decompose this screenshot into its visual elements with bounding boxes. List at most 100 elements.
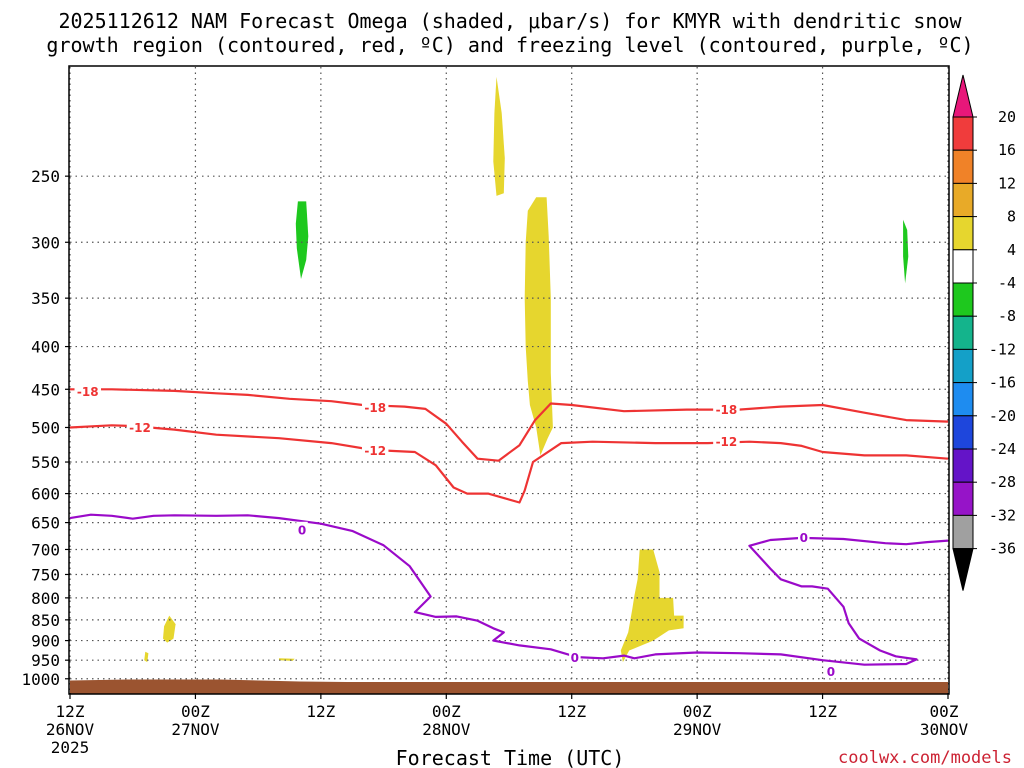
colorbar-swatch: [952, 249, 974, 284]
colorbar-label: 8: [1007, 208, 1016, 226]
y-axis: 250 300 350 400 450 500 550 600 650 700 750 800 850 9…: [21, 167, 70, 689]
x-axis-label: Forecast Time (UTC): [396, 746, 625, 768]
contour-label-bg: [74, 383, 102, 399]
contour-label: -18: [364, 401, 386, 415]
colorbar-label: -16: [989, 374, 1016, 392]
colorbar-label: -8: [998, 307, 1016, 325]
colorbar-label: -36: [989, 540, 1016, 558]
colorbar-swatch: [952, 282, 974, 317]
contour-label-bg: [361, 442, 389, 458]
y-tick-label: 1000: [21, 670, 60, 689]
ground-terrain-top: [69, 679, 949, 690]
y-tick-label: 350: [31, 289, 60, 308]
colorbar-legend: 20 16 12 8 4 -4 -8 -12 -16 -20 -24 -28 -32 -36: [952, 74, 1016, 591]
x-tick-label: 2025: [51, 738, 90, 757]
contour-label: 0: [298, 523, 306, 537]
y-tick-label: 850: [31, 611, 60, 630]
colorbar-swatch: [952, 514, 974, 550]
contour-label: 0: [800, 531, 808, 545]
colorbar-swatch: [952, 481, 974, 516]
x-tick-label: 00Z: [930, 702, 959, 721]
contour-label: 0: [571, 651, 579, 665]
temperature-contours-layer: -18 -18 -18 -12 -12 -12 0 0 0 0: [69, 383, 949, 679]
colorbar-label: 12: [998, 174, 1016, 192]
x-tick-label: 00Z: [181, 702, 210, 721]
omega-region-3: [163, 615, 176, 643]
x-tick-label: 12Z: [557, 702, 586, 721]
plot-frame: [68, 65, 950, 695]
y-tick-label: 700: [31, 540, 60, 559]
colorbar-swatch: [952, 448, 974, 483]
omega-shading-layer: [144, 76, 909, 663]
colorbar-swatch: [952, 382, 974, 417]
x-tick-label: 00Z: [683, 702, 712, 721]
x-tick-label: 12Z: [56, 702, 85, 721]
contour-label: -12: [716, 435, 738, 449]
contour-label: -12: [364, 444, 386, 458]
x-tick-label: 27NOV: [171, 720, 220, 739]
dotted-grid: [69, 67, 949, 693]
omega-region-1: [524, 197, 553, 456]
y-tick-label: 450: [31, 380, 60, 399]
x-tick-label: 12Z: [306, 702, 335, 721]
colorbar-label: 4: [1007, 241, 1016, 259]
y-tick-label: 600: [31, 485, 60, 504]
y-tick-label: 300: [31, 233, 60, 252]
omega-region-4: [144, 651, 149, 663]
omega-region-0: [493, 76, 505, 196]
x-tick-label: 00Z: [432, 702, 461, 721]
contour-label: -12: [129, 421, 151, 435]
contour-label-bg: [296, 521, 308, 537]
x-tick-label: 12Z: [808, 702, 837, 721]
y-tick-label: 750: [31, 565, 60, 584]
colorbar-swatch: [952, 116, 974, 151]
contour-label-bg: [713, 433, 740, 449]
colorbar-swatch: [952, 315, 974, 350]
omega-region-2: [620, 549, 684, 663]
y-tick-label: 500: [31, 418, 60, 437]
contour-label: -18: [77, 385, 99, 399]
colorbar-bottom-arrow: [952, 548, 974, 591]
y-tick-label: 900: [31, 632, 60, 651]
colorbar-swatch: [952, 182, 974, 218]
colorbar-swatch: [952, 149, 974, 184]
omega-region-7: [903, 219, 909, 284]
y-tick-label: 800: [31, 589, 60, 608]
colorbar-swatch: [952, 348, 974, 384]
y-tick-label: 250: [31, 167, 60, 186]
y-tick-label: 550: [31, 453, 60, 472]
contour-line: [69, 424, 949, 504]
contour-label-bg: [361, 399, 389, 415]
colorbar-top-arrow: [952, 74, 974, 118]
contour-label-bg: [798, 529, 810, 545]
contour-label-bg: [713, 401, 740, 417]
contour-line: [69, 513, 949, 666]
y-tick-label: 400: [31, 338, 60, 357]
x-tick-label: 29NOV: [673, 720, 722, 739]
x-tick-label: 28NOV: [422, 720, 471, 739]
contour-label: -18: [716, 403, 738, 417]
chart-title-line1: 2025112612 NAM Forecast Omega (shaded, μ…: [58, 9, 962, 33]
contour-label: 0: [827, 665, 835, 679]
colorbar-label: -32: [989, 506, 1016, 524]
colorbar-label: 16: [998, 141, 1016, 159]
colorbar-label: -24: [989, 440, 1016, 458]
y-tick-label: 650: [31, 514, 60, 533]
omega-region-6: [295, 201, 309, 279]
colorbar-label: -4: [998, 274, 1016, 292]
contour-line: [70, 388, 949, 462]
colorbar-label: 20: [998, 108, 1016, 126]
x-tick-label: 26NOV: [46, 720, 95, 739]
chart-title-line2: growth region (contoured, red, ºC) and f…: [46, 33, 973, 57]
contour-label-bg: [825, 663, 837, 679]
colorbar-swatch: [952, 415, 974, 450]
colorbar-swatch: [952, 216, 974, 251]
contour-label-bg: [569, 649, 581, 665]
x-tick-label: 30NOV: [920, 720, 969, 739]
omega-region-5: [279, 658, 295, 661]
credit-text: coolwx.com/models: [838, 748, 1012, 768]
colorbar-label: -12: [989, 340, 1016, 358]
colorbar-label: -20: [989, 407, 1016, 425]
